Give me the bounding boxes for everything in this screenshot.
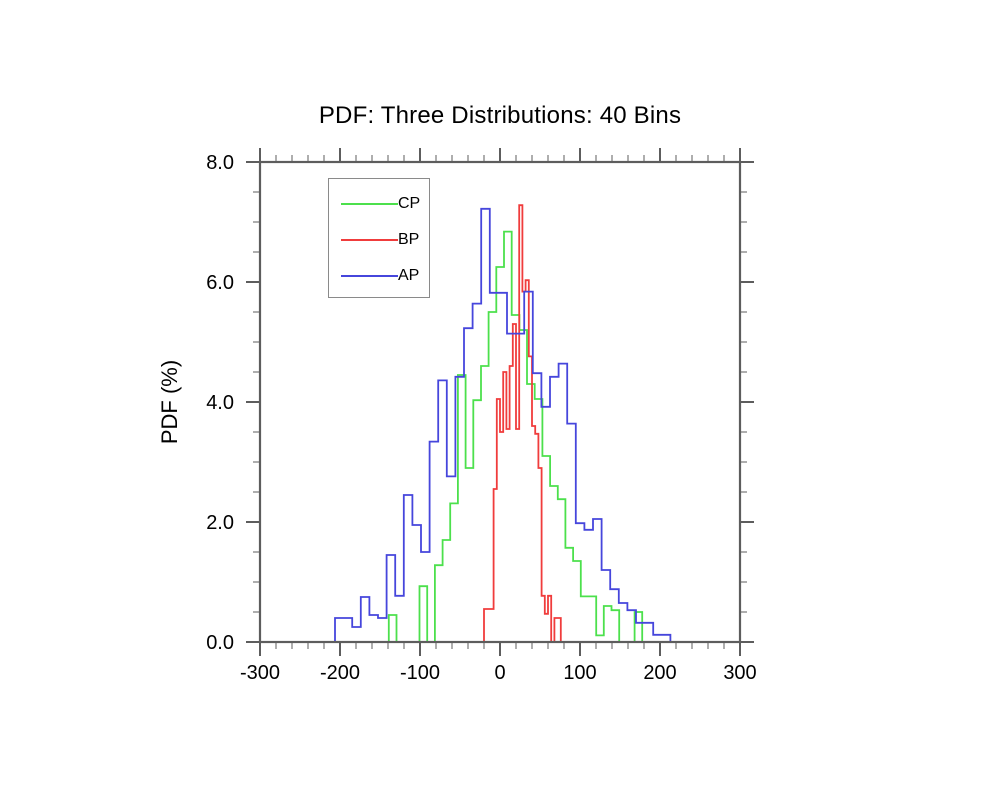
series-bp-line	[483, 204, 562, 643]
y-tick-label: 2.0	[206, 512, 234, 534]
legend-line-bp-swatch	[341, 239, 398, 241]
legend-item-cp: CP	[341, 194, 420, 214]
y-tick-label: 8.0	[206, 152, 234, 174]
plot-box	[258, 160, 742, 644]
legend-line-cp-swatch	[341, 203, 398, 205]
legend: CP BP AP	[328, 178, 430, 298]
legend-item-bp: BP	[341, 230, 419, 250]
x-tick-label: 0	[494, 662, 505, 684]
chart-title: PDF: Three Distributions: 40 Bins	[318, 102, 682, 129]
x-tick-label: -100	[400, 662, 440, 684]
legend-label-bp: BP	[398, 231, 420, 248]
x-tick-label: 100	[563, 662, 596, 684]
series-ap-line	[334, 207, 672, 642]
y-tick-label: 6.0	[206, 272, 234, 294]
legend-label-ap: AP	[398, 267, 420, 284]
x-tick-label: -300	[240, 662, 280, 684]
legend-item-ap: AP	[341, 266, 419, 286]
legend-line-ap-swatch	[341, 275, 398, 277]
y-tick-label: 4.0	[206, 392, 234, 414]
axis-ticks	[246, 148, 754, 656]
x-tick-label: 300	[723, 662, 756, 684]
y-axis-title: PDF (%)	[157, 359, 182, 445]
x-tick-label: -200	[320, 662, 360, 684]
series-cp-line	[387, 230, 644, 643]
y-tick-label: 0.0	[206, 632, 234, 654]
x-tick-label: 200	[643, 662, 676, 684]
axis-tick-labels: -300 -200 -100 0 100 200 300 0.0 2.0 4.0 6.0 8.0	[206, 152, 757, 684]
legend-label-cp: CP	[398, 195, 421, 212]
